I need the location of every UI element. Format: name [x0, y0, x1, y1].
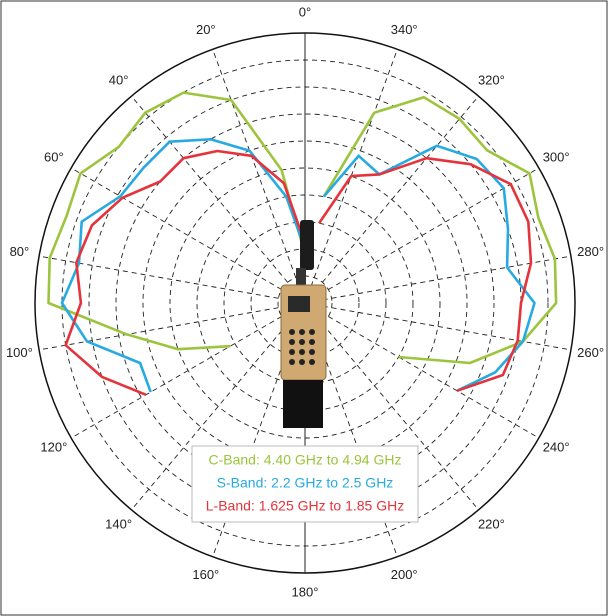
- spoke: [70, 302, 306, 439]
- angle-label: 140°: [105, 517, 132, 532]
- radio-device: [280, 220, 327, 428]
- angle-label: 100°: [6, 345, 33, 360]
- spoke: [304, 302, 571, 351]
- angle-label: 120°: [40, 439, 67, 454]
- angle-label: 180°: [292, 584, 319, 599]
- spoke: [131, 95, 306, 304]
- spoke: [304, 255, 571, 304]
- spoke: [70, 167, 306, 304]
- angle-label: 200°: [391, 567, 418, 582]
- angle-label: 300°: [543, 149, 570, 164]
- spoke: [304, 95, 479, 304]
- angle-label: 260°: [577, 345, 604, 360]
- legend-box: [191, 445, 419, 523]
- angle-label: 80°: [10, 244, 30, 259]
- spoke: [39, 255, 306, 304]
- spoke: [39, 302, 306, 351]
- angle-label: 20°: [196, 22, 216, 37]
- legend: C-Band: 4.40 GHz to 4.94 GHz S-Band: 2.2 …: [206, 452, 404, 514]
- angle-label: 60°: [44, 149, 64, 164]
- series-line: [60, 138, 536, 393]
- legend-entry: C-Band: 4.40 GHz to 4.94 GHz: [209, 452, 402, 468]
- spoke: [131, 302, 306, 511]
- angle-label: 0°: [299, 4, 311, 19]
- angle-label: 280°: [577, 244, 604, 259]
- series-line: [64, 149, 533, 397]
- curves: [47, 91, 558, 397]
- angle-label: 320°: [478, 72, 505, 87]
- angle-label: 340°: [391, 22, 418, 37]
- angle-label: 240°: [543, 439, 570, 454]
- spoke: [304, 302, 479, 511]
- legend-entry: L-Band: 1.625 GHz to 1.85 GHz: [206, 498, 404, 514]
- legend-entry: S-Band: 2.2 GHz to 2.5 GHz: [217, 475, 394, 491]
- angle-label: 160°: [192, 567, 219, 582]
- spoke: [212, 49, 306, 304]
- spoke: [304, 167, 540, 304]
- grid-ring: [115, 113, 495, 493]
- angle-label: 40°: [109, 72, 129, 87]
- angle-label: 220°: [478, 517, 505, 532]
- spoke: [304, 302, 540, 439]
- series-line: [47, 91, 558, 365]
